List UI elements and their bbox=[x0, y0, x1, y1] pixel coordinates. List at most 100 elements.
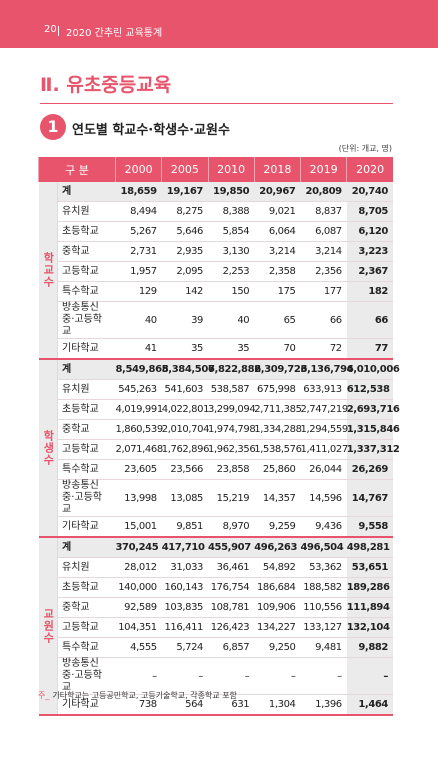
row-label: 유치원 bbox=[57, 201, 116, 222]
cell: 3,214 bbox=[300, 241, 347, 262]
cell: 675,998 bbox=[254, 379, 301, 400]
table-row: 고등학교 2,071,468 1,762,896 1,962,356 1,538,576… bbox=[39, 439, 400, 460]
cell: 2,010,704 bbox=[161, 419, 209, 440]
cell: 14,596 bbox=[300, 479, 347, 517]
cell: 41 bbox=[115, 338, 162, 360]
cell: 54,892 bbox=[254, 557, 301, 578]
footnote: 주_ 기타학교는 고등공민학교, 고등기술학교, 각종학교 포함 bbox=[38, 690, 237, 701]
cell: 6,087 bbox=[300, 221, 347, 242]
cell: 26,269 bbox=[346, 459, 393, 480]
cell: 20,967 bbox=[254, 182, 301, 202]
cell: 2,356 bbox=[300, 261, 347, 282]
row-label: 방송통신 중·고등학교 bbox=[57, 301, 116, 339]
cell: 3,223 bbox=[346, 241, 393, 262]
table-row: 고등학교 1,957 2,095 2,253 2,358 2,356 2,367 bbox=[39, 261, 393, 282]
cell: – bbox=[346, 657, 393, 695]
cell: 2,693,716 bbox=[346, 399, 400, 420]
cell: 6,136,794 bbox=[300, 359, 354, 380]
group-label: 학생수 bbox=[38, 359, 58, 538]
row-label: 고등학교 bbox=[57, 617, 116, 638]
cell: 8,275 bbox=[161, 201, 208, 222]
cell: 8,549,865 bbox=[115, 359, 169, 380]
table-row: 특수학교 23,605 23,566 23,858 25,860 26,044 26,269 bbox=[39, 459, 393, 480]
table-title: 연도별 학교수·학생수·교원수 bbox=[72, 123, 230, 138]
cell: 1,957 bbox=[115, 261, 162, 282]
cell: 140,000 bbox=[115, 577, 162, 598]
cell: 15,219 bbox=[208, 479, 255, 517]
row-label: 기타학교 bbox=[57, 516, 116, 538]
cell: 1,294,559 bbox=[300, 419, 348, 440]
cell: 8,837 bbox=[300, 201, 347, 222]
cell: 132,104 bbox=[346, 617, 393, 638]
table-row: 고등학교 104,351 116,411 126,423 134,227 133,127 1… bbox=[39, 617, 393, 638]
table-row: 중학교 1,860,539 2,010,704 1,974,798 1,334,288 1… bbox=[39, 419, 400, 440]
cell: 2,731 bbox=[115, 241, 162, 262]
column-header: 2010 bbox=[207, 157, 255, 182]
cell: 1,860,539 bbox=[115, 419, 163, 440]
cell: 538,587 bbox=[208, 379, 255, 400]
cell: 1,962,356 bbox=[208, 439, 256, 460]
table-row: 유치원 28,012 31,033 36,461 54,892 53,362 53,651 bbox=[39, 557, 393, 578]
cell: 133,127 bbox=[300, 617, 347, 638]
table-row: 방송통신 중·고등학교 13,998 13,085 15,219 14,357 14,59… bbox=[39, 479, 393, 517]
cell: 126,423 bbox=[208, 617, 255, 638]
table-row: 기타학교 41 35 35 70 72 77 bbox=[39, 338, 393, 360]
table-row: 중학교 92,589 103,835 108,781 109,906 110,556 111… bbox=[39, 597, 393, 618]
cell: 177 bbox=[300, 281, 347, 302]
cell: 13,998 bbox=[115, 479, 162, 517]
header-title: 2020 간추린 교육통계 bbox=[66, 28, 163, 39]
cell: 1,762,896 bbox=[161, 439, 209, 460]
cell: 189,286 bbox=[346, 577, 393, 598]
cell: 14,767 bbox=[346, 479, 393, 517]
cell: 20,740 bbox=[346, 182, 393, 202]
cell: 9,021 bbox=[254, 201, 301, 222]
cell: 65 bbox=[254, 301, 301, 339]
cell: 110,556 bbox=[300, 597, 347, 618]
header-bar: 20 2020 간추린 교육통계 bbox=[0, 0, 438, 48]
cell: 498,281 bbox=[346, 537, 393, 558]
rule bbox=[40, 103, 393, 104]
cell: 188,582 bbox=[300, 577, 347, 598]
row-label: 특수학교 bbox=[57, 637, 116, 658]
cell: 104,351 bbox=[115, 617, 162, 638]
cell: 20,809 bbox=[300, 182, 347, 202]
cell: 182 bbox=[346, 281, 393, 302]
row-label: 유치원 bbox=[57, 557, 116, 578]
cell: 1,464 bbox=[346, 694, 393, 716]
cell: 134,227 bbox=[254, 617, 301, 638]
table-row: 초등학교 5,267 5,646 5,854 6,064 6,087 6,120 bbox=[39, 221, 393, 242]
cell: 23,858 bbox=[208, 459, 255, 480]
row-label: 방송통신 중·고등학교 bbox=[57, 479, 116, 517]
cell: 6,857 bbox=[208, 637, 255, 658]
cell: 1,304 bbox=[254, 694, 301, 716]
cell: 25,860 bbox=[254, 459, 301, 480]
cell: 9,558 bbox=[346, 516, 393, 538]
cell: – bbox=[208, 657, 255, 695]
row-label: 계 bbox=[57, 537, 116, 558]
table-row: 유치원 545,263 541,603 538,587 675,998 633,913 61… bbox=[39, 379, 393, 400]
header-row: 구 분 2000 2005 2010 2018 2019 2020 bbox=[38, 157, 393, 182]
cell: 23,566 bbox=[161, 459, 208, 480]
cell: 1,974,798 bbox=[208, 419, 256, 440]
cell: 92,589 bbox=[115, 597, 162, 618]
cell: 72 bbox=[300, 338, 347, 360]
cell: 1,538,576 bbox=[254, 439, 302, 460]
table-row: 초등학교 140,000 160,143 176,754 186,684 188,582 1… bbox=[39, 577, 393, 598]
column-header: 2020 bbox=[346, 157, 393, 182]
page-number: 20 bbox=[44, 24, 57, 35]
row-label: 기타학교 bbox=[57, 338, 116, 360]
cell: – bbox=[300, 657, 347, 695]
cell: 496,504 bbox=[300, 537, 347, 558]
row-label: 초등학교 bbox=[57, 577, 116, 598]
cell: 5,267 bbox=[115, 221, 162, 242]
cell: 3,130 bbox=[208, 241, 255, 262]
cell: 5,724 bbox=[161, 637, 208, 658]
cell: 631 bbox=[208, 694, 255, 716]
cell: 5,854 bbox=[208, 221, 255, 242]
cell: 9,851 bbox=[161, 516, 208, 538]
cell: 129 bbox=[115, 281, 162, 302]
cell: 4,019,991 bbox=[115, 399, 163, 420]
cell: 40 bbox=[208, 301, 255, 339]
group-label: 학교수 bbox=[38, 182, 58, 360]
table-row: 교원수 계 370,245 417,710 455,907 496,263 496,504 4… bbox=[38, 537, 393, 716]
